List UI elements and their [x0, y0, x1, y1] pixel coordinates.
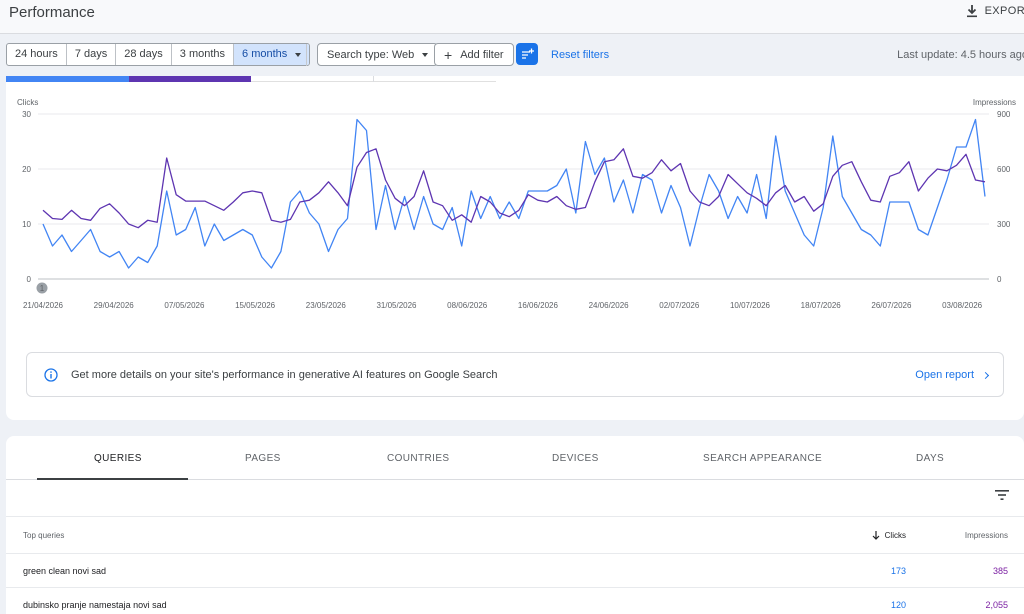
left-tick-label: 0: [27, 275, 32, 284]
x-tick-label: 07/05/2026: [164, 301, 205, 310]
dropdown-arrow-icon: [422, 52, 429, 57]
export-label: EXPORT: [984, 5, 1024, 17]
annotation-marker: [36, 282, 48, 294]
dropdown-arrow-icon: [295, 52, 302, 57]
filter-rows-icon[interactable]: [995, 490, 1009, 500]
search-type-label: Search type: Web: [327, 48, 415, 61]
range-28-days[interactable]: 28 days: [116, 44, 172, 65]
open-report-label: Open report: [915, 369, 974, 381]
dimension-tabs: QUERIES PAGES COUNTRIES DEVICES SEARCH A…: [6, 436, 1024, 480]
left-tick-label: 10: [22, 220, 31, 229]
query-cell: green clean novi sad: [23, 566, 107, 576]
arrow-down-icon: [872, 531, 880, 540]
queries-table-card: QUERIES PAGES COUNTRIES DEVICES SEARCH A…: [6, 436, 1024, 614]
impressions-cell: 2,055: [985, 600, 1008, 610]
filter-sliders-icon: [522, 48, 534, 59]
banner-message: Get more details on your site's performa…: [71, 369, 498, 381]
x-tick-label: 18/07/2026: [801, 301, 842, 310]
left-tick-label: 20: [22, 165, 31, 174]
range-7-days[interactable]: 7 days: [67, 44, 117, 65]
date-range-selector: 24 hours 7 days 28 days 3 months 6 month…: [6, 43, 311, 66]
tab-countries[interactable]: COUNTRIES: [387, 453, 450, 464]
clicks-cell: 120: [890, 600, 906, 610]
range-6-months-label: 6 months: [242, 48, 288, 60]
x-tick-label: 08/06/2026: [447, 301, 488, 310]
left-axis-label: Clicks: [17, 98, 38, 107]
generative-ai-banner: Get more details on your site's performa…: [26, 352, 1004, 397]
tab-devices[interactable]: DEVICES: [552, 453, 599, 464]
x-tick-label: 24/06/2026: [589, 301, 630, 310]
reset-filters-link[interactable]: Reset filters: [551, 49, 610, 61]
col-clicks-sort[interactable]: Clicks: [872, 531, 906, 540]
right-tick-label: 600: [997, 165, 1011, 174]
table-row[interactable]: dubinsko pranje namestaja novi sad 120 2…: [6, 588, 1024, 614]
filter-options-button[interactable]: [516, 43, 538, 65]
col-impressions[interactable]: Impressions: [964, 531, 1008, 540]
chevron-right-icon: [981, 371, 990, 379]
col-top-queries: Top queries: [23, 531, 65, 540]
right-tick-label: 0: [997, 275, 1002, 284]
performance-chart-card: Clicks Impressions 30 900 20 600 10 300 0 0 21/04/…: [6, 76, 1024, 420]
x-tick-label: 26/07/2026: [871, 301, 912, 310]
tab-pages[interactable]: PAGES: [245, 453, 281, 464]
right-tick-label: 900: [997, 110, 1011, 119]
last-update-text: Last update: 4.5 hours ago: [897, 49, 1024, 61]
x-tick-label: 03/08/2026: [942, 301, 983, 310]
clicks-series-line: [42, 118, 986, 269]
impressions-metric-tab[interactable]: [129, 76, 251, 82]
open-report-link[interactable]: Open report: [915, 369, 990, 381]
impressions-series-line: [42, 148, 986, 229]
plus-icon: +: [444, 46, 453, 63]
left-tick-label: 30: [22, 110, 31, 119]
active-tab-underline: [37, 478, 188, 480]
clicks-metric-tab[interactable]: [6, 76, 129, 82]
x-tick-label: 16/06/2026: [518, 301, 559, 310]
divider: [306, 44, 307, 66]
top-bar: Performance EXPORT: [0, 0, 1024, 34]
metric-tab-divider: [373, 76, 374, 82]
add-filter-button[interactable]: + Add filter: [434, 43, 514, 66]
x-tick-label: 02/07/2026: [659, 301, 700, 310]
tab-days[interactable]: DAYS: [916, 453, 945, 464]
tab-queries[interactable]: QUERIES: [94, 453, 142, 464]
x-tick-label: 29/04/2026: [94, 301, 135, 310]
range-3-months[interactable]: 3 months: [172, 44, 235, 65]
clicks-cell: 173: [890, 566, 906, 576]
add-filter-label: Add filter: [460, 48, 504, 61]
page-title: Performance: [9, 4, 95, 21]
impressions-cell: 385: [992, 566, 1008, 576]
table-row[interactable]: green clean novi sad 173 385: [6, 554, 1024, 588]
info-icon: [44, 368, 58, 382]
query-cell: dubinsko pranje namestaja novi sad: [23, 600, 167, 610]
tab-search-appearance[interactable]: SEARCH APPEARANCE: [703, 453, 823, 464]
x-tick-label: 15/05/2026: [235, 301, 276, 310]
filter-bar: 24 hours 7 days 28 days 3 months 6 month…: [0, 34, 1024, 76]
search-type-dropdown[interactable]: Search type: Web: [317, 43, 439, 66]
x-tick-label: 21/04/2026: [23, 301, 64, 310]
table-header: Top queries Clicks Impressions: [6, 516, 1024, 554]
x-tick-label: 23/05/2026: [306, 301, 347, 310]
range-24-hours[interactable]: 24 hours: [7, 44, 67, 65]
x-tick-label: 31/05/2026: [376, 301, 417, 310]
right-axis-label: Impressions: [973, 98, 1016, 107]
x-tick-label: 10/07/2026: [730, 301, 771, 310]
export-button[interactable]: EXPORT: [965, 4, 1024, 18]
performance-line-chart: Clicks Impressions 30 900 20 600 10 300 0 0 21/04/…: [17, 98, 1016, 310]
range-6-months[interactable]: 6 months: [234, 44, 310, 65]
annotation-label: 1: [40, 284, 45, 293]
download-icon: [966, 5, 977, 18]
right-tick-label: 300: [997, 220, 1011, 229]
col-clicks-label: Clicks: [884, 531, 906, 540]
